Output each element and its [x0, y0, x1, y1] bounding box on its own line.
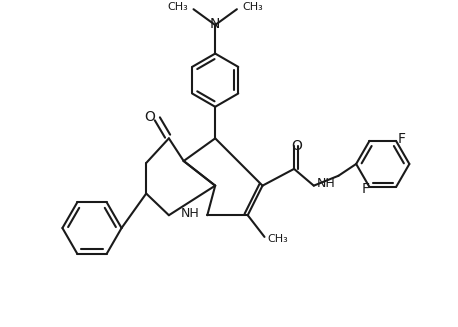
- Text: CH₃: CH₃: [242, 2, 263, 12]
- Text: F: F: [361, 182, 370, 196]
- Text: O: O: [292, 139, 302, 153]
- Text: CH₃: CH₃: [167, 2, 188, 12]
- Text: F: F: [398, 132, 406, 146]
- Text: NH: NH: [180, 207, 199, 220]
- Text: CH₃: CH₃: [267, 234, 288, 244]
- Text: O: O: [145, 110, 156, 124]
- Text: NH: NH: [317, 177, 335, 190]
- Text: N: N: [210, 17, 220, 31]
